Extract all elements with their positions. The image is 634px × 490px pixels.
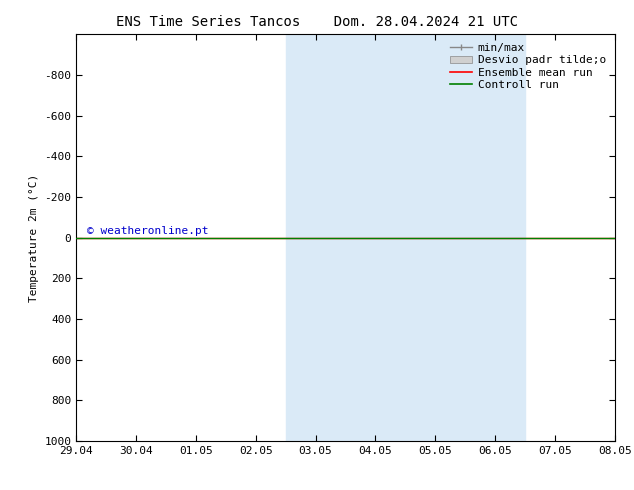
Bar (286, 34, 405, 441)
Y-axis label: Temperature 2m (°C): Temperature 2m (°C) (29, 173, 39, 302)
Text: ENS Time Series Tancos    Dom. 28.04.2024 21 UTC: ENS Time Series Tancos Dom. 28.04.2024 2… (116, 15, 518, 29)
Text: © weatheronline.pt: © weatheronline.pt (87, 225, 209, 236)
Bar (405, 34, 525, 441)
Legend: min/max, Desvio padr tilde;o, Ensemble mean run, Controll run: min/max, Desvio padr tilde;o, Ensemble m… (447, 40, 609, 93)
